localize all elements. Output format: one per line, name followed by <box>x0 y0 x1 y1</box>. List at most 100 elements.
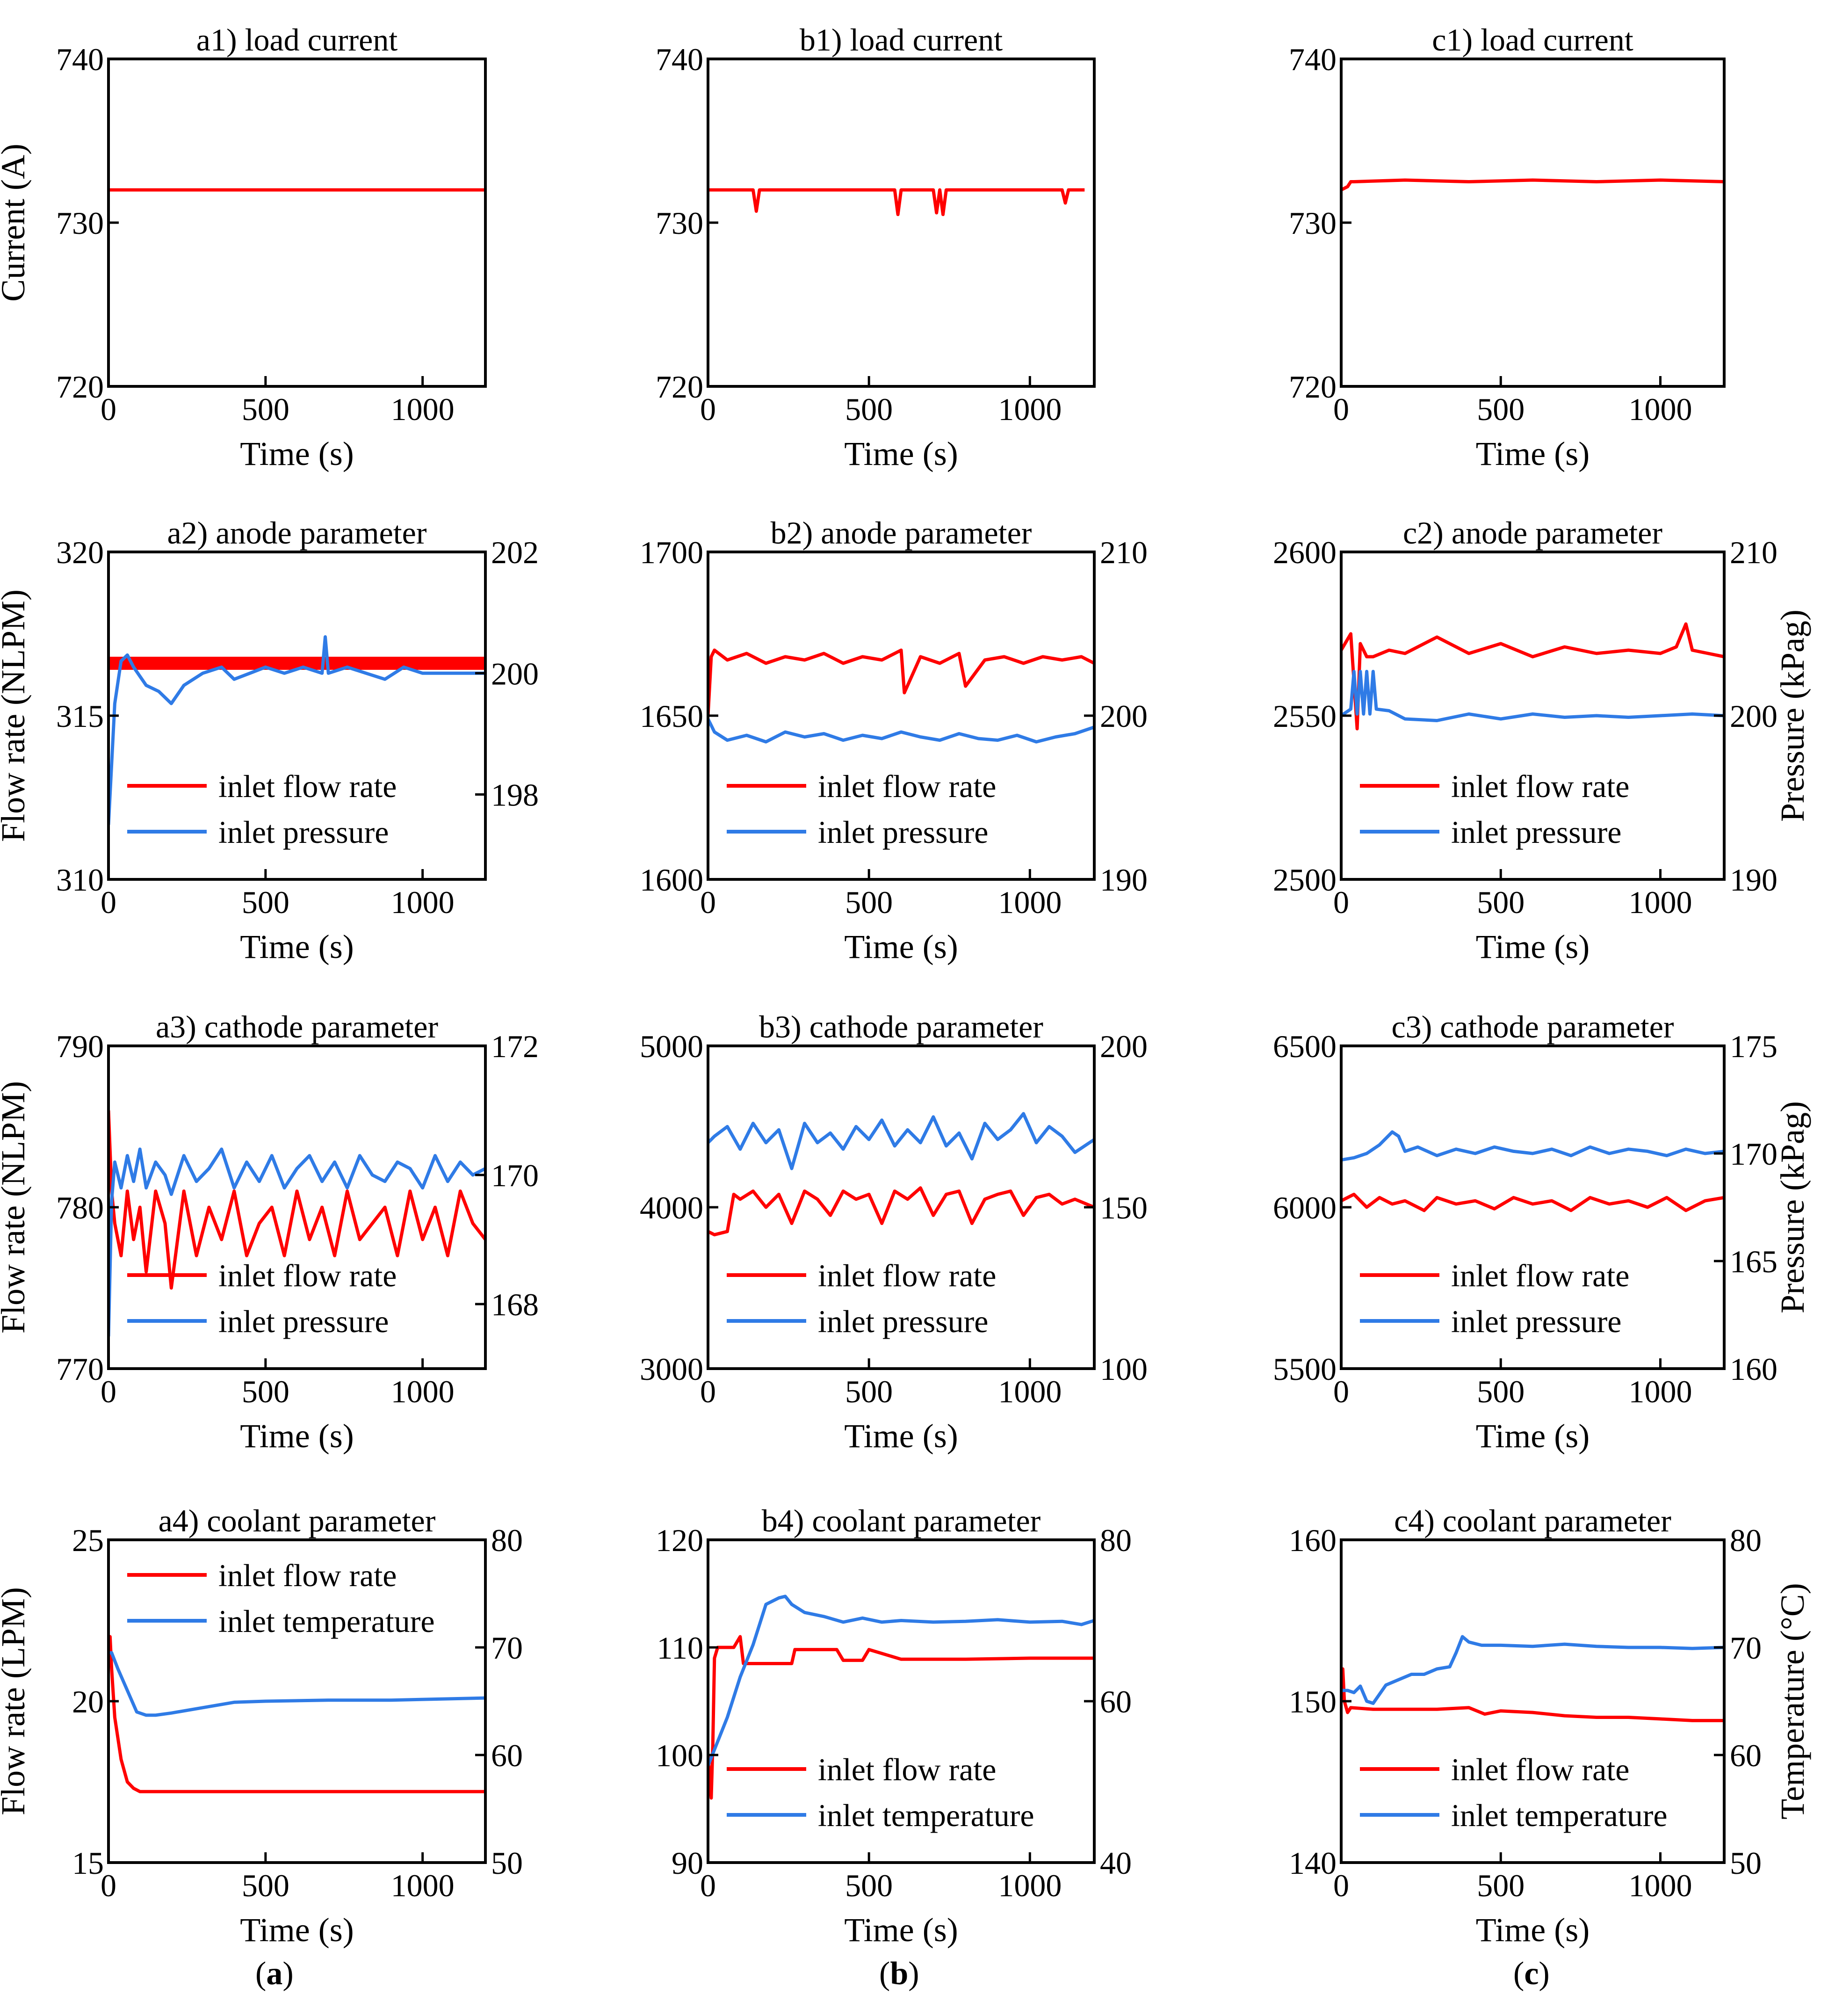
x-tick-label: 1000 <box>1629 1868 1692 1903</box>
chart-panel-a2: 0 500 1000 310 315 320 198 200 202 a2) anode para… <box>0 515 539 965</box>
x-tick-label: 1000 <box>998 392 1062 427</box>
legend-label: inlet pressure <box>1451 1304 1621 1339</box>
y2-tick-label: 200 <box>491 656 539 691</box>
x-tick-label: 500 <box>1477 1374 1525 1409</box>
series-line-c4-inlet-flow-rate <box>1341 1667 1724 1722</box>
x-axis-label: Time (s) <box>1476 928 1590 965</box>
x-axis-label: Time (s) <box>1476 1911 1590 1949</box>
x-axis-label: Time (s) <box>844 1417 958 1455</box>
series-line-c2-inlet-pressure <box>1341 670 1724 722</box>
y2-tick-label: 150 <box>1100 1190 1148 1226</box>
y-tick-label: 4000 <box>640 1190 703 1226</box>
y2-tick-label: 202 <box>491 535 539 570</box>
y2-tick-label: 170 <box>491 1158 539 1193</box>
chart-title: a1) load current <box>196 22 398 58</box>
y2-tick-label: 190 <box>1100 862 1148 898</box>
series-line-b1-main <box>708 188 1085 216</box>
y-tick-label: 100 <box>656 1738 703 1773</box>
y-tick-label: 730 <box>1289 205 1337 241</box>
series-line-c3-inlet-flow-rate <box>1341 1192 1724 1212</box>
y2-tick-label: 70 <box>1730 1630 1762 1666</box>
x-tick-label: 1000 <box>391 1374 455 1409</box>
chart-panel-a1: 0 500 1000 720 730 740 a1) load current Time (s… <box>0 22 487 472</box>
chart-title: c2) anode parameter <box>1403 515 1662 551</box>
series-line-b2-inlet-flow-rate <box>708 648 1094 716</box>
y-tick-label: 140 <box>1289 1845 1337 1881</box>
plot-frame <box>107 58 487 388</box>
y-tick-label: 740 <box>656 42 703 77</box>
y2-tick-label: 80 <box>1100 1523 1132 1558</box>
y-tick-label: 1600 <box>640 862 703 898</box>
y-tick-label: 15 <box>72 1845 104 1881</box>
series-line-b4-inlet-flow-rate <box>708 1635 1094 1800</box>
y2-tick-label: 198 <box>491 777 539 813</box>
y-tick-label: 720 <box>656 369 703 405</box>
x-tick-label: 500 <box>1477 1868 1525 1903</box>
legend-label: inlet flow rate <box>818 1752 996 1787</box>
y-tick-label: 1700 <box>640 535 703 570</box>
series-line-a2-inlet-pressure <box>108 635 485 825</box>
y2-axis-label: Pressure (kPag) <box>1774 609 1811 822</box>
y-tick-label: 730 <box>656 205 703 241</box>
chart-panel-c4: 0 500 1000 140 150 160 50 60 70 80 c4) coolant par… <box>1289 1503 1811 1949</box>
y-tick-label: 790 <box>56 1029 104 1064</box>
y-tick-label: 720 <box>56 369 104 405</box>
column-label-b: (b) <box>879 1956 919 1992</box>
y-tick-label: 160 <box>1289 1523 1337 1558</box>
x-tick-label: 0 <box>700 1868 716 1903</box>
y2-tick-label: 210 <box>1100 535 1148 570</box>
y2-tick-label: 70 <box>491 1630 523 1666</box>
legend-label: inlet pressure <box>1451 814 1621 850</box>
y-tick-label: 5500 <box>1273 1351 1337 1387</box>
x-axis-label: Time (s) <box>240 1417 354 1455</box>
series-line-a3-inlet-flow-rate <box>108 1110 485 1290</box>
y-tick-label: 770 <box>56 1351 104 1387</box>
plot-frame <box>1340 58 1726 388</box>
x-tick-label: 1000 <box>998 1868 1062 1903</box>
y-axis-label: Flow rate (NLPM) <box>0 1081 32 1334</box>
x-tick-label: 1000 <box>391 1868 455 1903</box>
series-line-b4-inlet-temperature <box>708 1595 1094 1767</box>
x-tick-label: 1000 <box>1629 885 1692 920</box>
legend-label: inlet flow rate <box>818 1258 996 1293</box>
chart-panel-b2: 0 500 1000 1600 1650 1700 190 200 210 b2) anode p… <box>640 515 1148 965</box>
x-tick-label: 0 <box>1333 392 1349 427</box>
y2-tick-label: 172 <box>491 1029 539 1064</box>
y-tick-label: 740 <box>56 42 104 77</box>
x-axis-label: Time (s) <box>240 1911 354 1949</box>
y2-tick-label: 200 <box>1730 698 1777 734</box>
x-tick-label: 500 <box>1477 885 1525 920</box>
y-axis-label: Flow rate (NLPM) <box>0 589 32 842</box>
chart-title: a4) coolant parameter <box>159 1503 436 1538</box>
y2-tick-label: 160 <box>1730 1351 1777 1387</box>
x-tick-label: 500 <box>845 1374 893 1409</box>
chart-panel-b3: 0 500 1000 3000 4000 5000 100 150 200 b3) cathode… <box>640 1009 1148 1455</box>
y-tick-label: 120 <box>656 1523 703 1558</box>
y2-tick-label: 80 <box>491 1523 523 1558</box>
chart-title: a3) cathode parameter <box>156 1009 438 1044</box>
x-tick-label: 500 <box>242 1374 289 1409</box>
x-axis-label: Time (s) <box>844 928 958 965</box>
y-tick-label: 2550 <box>1273 698 1337 734</box>
x-tick-label: 0 <box>101 1374 116 1409</box>
chart-panel-c2: 0 500 1000 2500 2550 2600 190 200 210 c2) anode p… <box>1273 515 1811 965</box>
x-tick-label: 500 <box>1477 392 1525 427</box>
y-tick-label: 25 <box>72 1523 104 1558</box>
series-line-c2-inlet-flow-rate <box>1341 622 1724 731</box>
y-tick-label: 150 <box>1289 1684 1337 1719</box>
x-axis-label: Time (s) <box>844 1911 958 1949</box>
chart-panel-c1: 0 500 1000 720 730 740 c1) load current Time (s… <box>1289 22 1726 472</box>
y2-tick-label: 40 <box>1100 1845 1132 1881</box>
y-tick-label: 110 <box>657 1630 703 1666</box>
legend-label: inlet pressure <box>818 814 988 850</box>
chart-title: b1) load current <box>800 22 1003 58</box>
y-tick-label: 2600 <box>1273 535 1337 570</box>
y2-tick-label: 100 <box>1100 1351 1148 1387</box>
y-tick-label: 6000 <box>1273 1190 1337 1226</box>
series-line-b3-inlet-flow-rate <box>708 1186 1094 1237</box>
x-tick-label: 0 <box>101 392 116 427</box>
series-line-b2-inlet-pressure <box>708 718 1094 744</box>
series-line-c3-inlet-pressure <box>1341 1130 1724 1162</box>
series-line-c1-main <box>1341 178 1724 192</box>
